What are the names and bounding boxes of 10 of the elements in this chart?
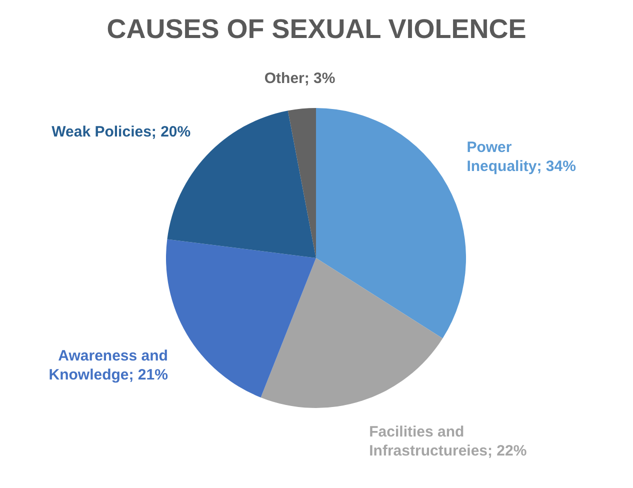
slice-label: Other; 3% xyxy=(264,70,336,87)
pie-slice xyxy=(166,239,316,398)
slice-label: Awareness and Knowledge; 21% xyxy=(48,348,168,384)
pie-slice xyxy=(260,258,443,408)
slice-label: Weak Policies; 20% xyxy=(52,123,191,140)
pie-slice xyxy=(316,108,466,338)
slice-label: Facilities and Infrastructureies; 22% xyxy=(369,424,527,460)
chart-title: CAUSES OF SEXUAL VIOLENCE xyxy=(106,14,526,44)
pie-slice xyxy=(288,108,316,258)
slice-label: Power Inequality; 34% xyxy=(466,139,576,176)
